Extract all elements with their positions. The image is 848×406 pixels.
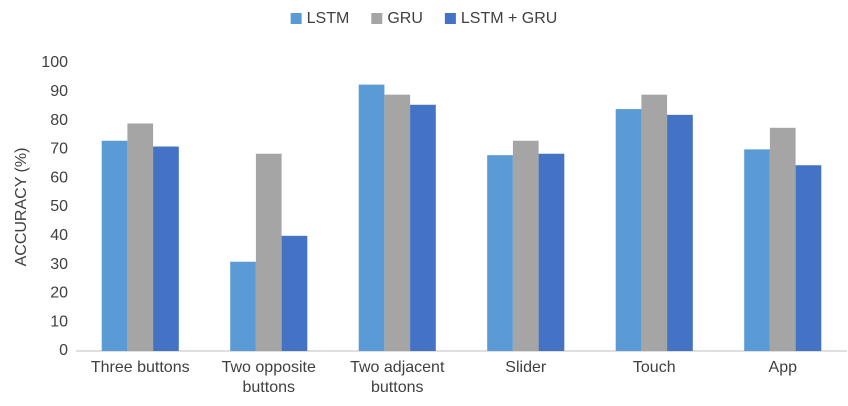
bar — [410, 104, 436, 351]
legend-swatch — [371, 13, 383, 24]
y-tick-label: 50 — [50, 198, 68, 215]
y-tick-label: 40 — [50, 227, 68, 244]
bar — [358, 84, 385, 351]
legend-label: LSTM + GRU — [461, 10, 557, 27]
y-tick-label: 20 — [50, 285, 68, 302]
x-tick-label: Three buttons — [90, 359, 190, 376]
legend-label: GRU — [387, 10, 423, 27]
x-tick-label: Two opposite buttons — [221, 359, 316, 396]
x-tick-label: Two adjacent buttons — [350, 359, 445, 396]
bar — [769, 127, 796, 351]
bar — [230, 261, 256, 351]
bar — [281, 235, 308, 351]
bar — [512, 140, 539, 351]
y-tick-label: 10 — [50, 313, 68, 330]
x-tick-label: Slider — [505, 359, 547, 376]
y-axis-label: ACCURACY (%) — [13, 148, 30, 267]
bar — [641, 94, 668, 352]
legend-label: LSTM — [307, 10, 350, 27]
bar — [667, 114, 693, 351]
legend-swatch — [290, 13, 302, 24]
bar — [101, 140, 128, 351]
bar — [127, 123, 154, 351]
bar — [255, 153, 282, 351]
bar — [153, 146, 179, 351]
bar — [384, 94, 411, 352]
y-tick-label: 0 — [59, 342, 68, 359]
y-tick-label: 70 — [50, 141, 68, 158]
bar — [795, 165, 822, 351]
y-tick-label: 80 — [50, 112, 68, 129]
x-tick-label: App — [768, 359, 797, 376]
bar — [744, 149, 770, 351]
y-tick-label: 60 — [50, 169, 68, 186]
x-tick-label: Touch — [632, 359, 676, 376]
legend-swatch — [444, 13, 456, 24]
bar — [538, 153, 565, 351]
y-tick-label: 30 — [50, 256, 68, 273]
y-tick-label: 90 — [50, 83, 68, 100]
bar — [487, 155, 513, 351]
y-tick-label: 100 — [41, 54, 68, 71]
bar — [615, 109, 642, 351]
